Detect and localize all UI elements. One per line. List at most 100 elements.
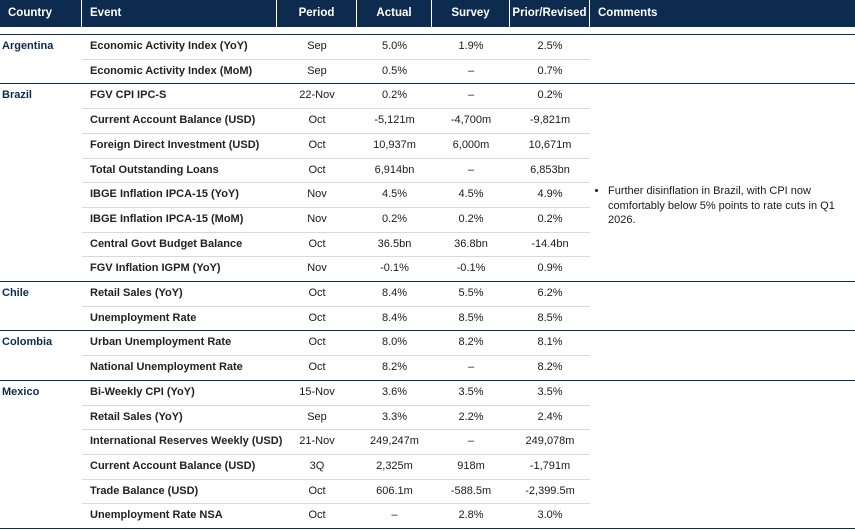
value: -5,121m	[374, 114, 415, 127]
header-cell: Prior/Revised	[510, 0, 590, 27]
country: Argentina	[2, 40, 54, 52]
country: Colombia	[2, 336, 53, 349]
value: –	[467, 89, 475, 102]
value: 6,853bn	[530, 163, 570, 176]
value: –	[467, 435, 475, 448]
header-cell: Period	[277, 0, 357, 27]
value: 0.2%	[381, 89, 408, 102]
value: 8.2%	[381, 361, 408, 374]
value: 6.2%	[537, 287, 563, 299]
value: 36.5bn	[377, 237, 412, 250]
value: 8.4%	[381, 311, 408, 324]
value: 6,914bn	[374, 163, 415, 176]
row-line	[82, 429, 590, 431]
event: Retail Sales (YoY)	[90, 287, 183, 299]
value: Oct	[308, 311, 326, 324]
value: -2,399.5m	[525, 484, 575, 497]
value: 0.2%	[537, 89, 563, 102]
value: Sep	[307, 64, 327, 77]
value: Oct	[308, 509, 326, 522]
group-line	[0, 330, 855, 332]
value: Nov	[307, 188, 327, 201]
row-line	[82, 206, 590, 208]
value: -14.4bn	[531, 237, 569, 250]
value: 2.2%	[458, 410, 484, 423]
value: –	[391, 509, 398, 522]
value: 1.9%	[458, 40, 484, 52]
value: 8.0%	[381, 336, 408, 349]
group-line	[0, 34, 855, 35]
value: 0.7%	[537, 64, 563, 77]
value: 2,325m	[376, 459, 413, 472]
value: 8.5%	[458, 311, 484, 324]
header-cell: Comments	[590, 0, 855, 27]
value: Oct	[308, 114, 326, 127]
value: 3.5%	[537, 385, 563, 398]
event: Economic Activity Index (MoM)	[90, 64, 253, 77]
value: Nov	[307, 212, 327, 225]
event: IBGE Inflation IPCA-15 (MoM)	[90, 212, 244, 225]
event: Total Outstanding Loans	[90, 163, 219, 176]
value: 8.1%	[537, 336, 563, 349]
group-line	[0, 528, 855, 529]
event: International Reserves Weekly (USD)	[90, 435, 283, 448]
value: 5.0%	[381, 40, 408, 52]
event: Trade Balance (USD)	[90, 484, 199, 497]
value: Sep	[307, 410, 327, 423]
row-line	[82, 157, 590, 159]
value: 3Q	[309, 459, 325, 472]
value: Sep	[307, 40, 327, 52]
event: Unemployment Rate NSA	[90, 509, 223, 522]
value: 249,247m	[370, 435, 419, 448]
event: Foreign Direct Investment (USD)	[90, 138, 260, 151]
event: IBGE Inflation IPCA-15 (YoY)	[90, 188, 239, 201]
value: Oct	[308, 138, 326, 151]
value: 10,937m	[373, 138, 416, 151]
row-line	[82, 453, 590, 455]
group-line	[0, 83, 855, 85]
value: 0.5%	[381, 64, 408, 77]
value: 4.5%	[381, 188, 408, 201]
header-cell: Country	[0, 0, 82, 27]
comment: Further disinflation in Brazil, with CPI…	[598, 184, 843, 228]
event: Bi-Weekly CPI (YoY)	[90, 385, 195, 398]
value: Oct	[308, 237, 326, 250]
value: 8.5%	[537, 311, 563, 324]
row-line	[82, 108, 590, 110]
value: 8.2%	[458, 336, 484, 349]
event: Current Account Balance (USD)	[90, 114, 256, 127]
group-line	[0, 379, 855, 381]
value: 0.9%	[537, 262, 563, 275]
row-line	[82, 404, 590, 406]
row-line	[82, 182, 590, 184]
country: Mexico	[2, 385, 40, 398]
value: 2.5%	[537, 40, 563, 52]
value: 3.6%	[381, 385, 408, 398]
value: -588.5m	[450, 484, 492, 497]
value: Oct	[308, 361, 326, 374]
row-line	[82, 355, 590, 357]
event: Current Account Balance (USD)	[90, 459, 256, 472]
row-line	[82, 132, 590, 134]
group-line	[0, 281, 855, 282]
value: 21-Nov	[299, 435, 335, 448]
value: –	[467, 361, 475, 374]
value: Oct	[308, 287, 326, 299]
row-line	[82, 478, 590, 480]
value: 606.1m	[376, 484, 413, 497]
value: -0.1%	[380, 262, 409, 275]
value: –	[467, 64, 475, 77]
value: 3.0%	[537, 509, 563, 522]
value: Oct	[308, 336, 326, 349]
event: FGV CPI IPC-S	[90, 89, 167, 102]
value: 10,671m	[528, 138, 572, 151]
value: Nov	[307, 262, 327, 275]
value: 0.2%	[537, 212, 563, 225]
value: Oct	[308, 484, 326, 497]
value: -0.1%	[456, 262, 486, 275]
header-cell: Actual	[357, 0, 432, 27]
comment-text: Further disinflation in Brazil, with CPI…	[608, 184, 843, 228]
event: Economic Activity Index (YoY)	[90, 40, 248, 52]
value: 4.9%	[537, 188, 563, 201]
